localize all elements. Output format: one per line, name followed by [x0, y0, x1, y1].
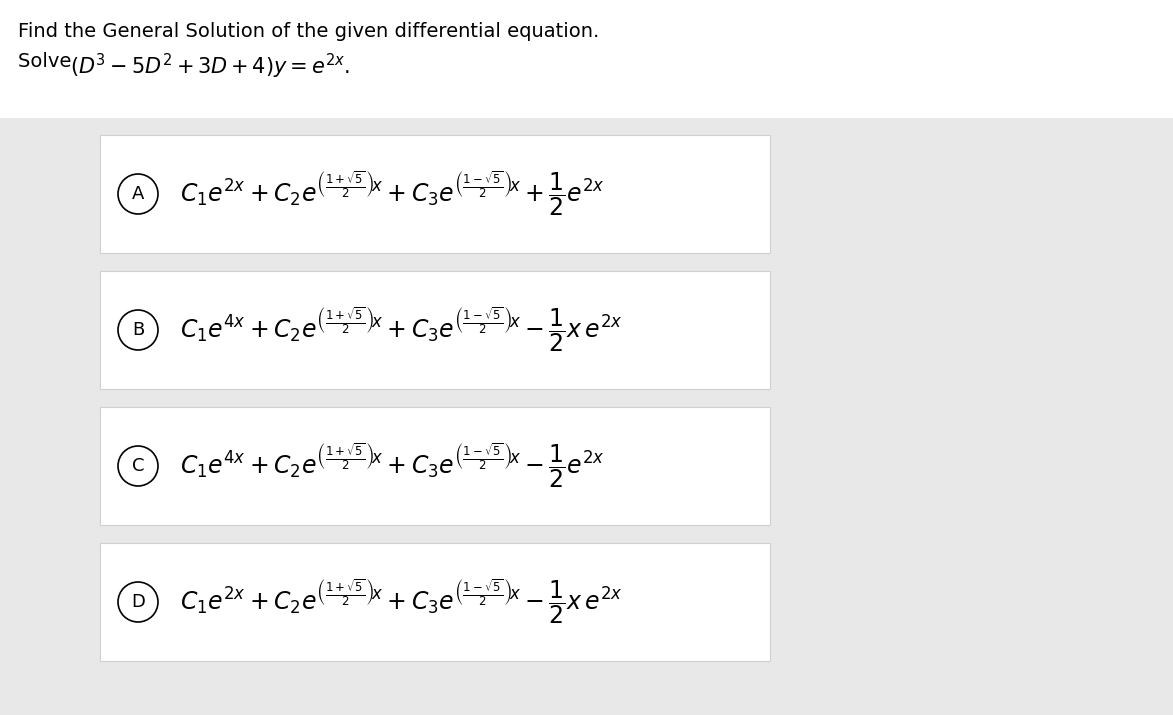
- Text: $C_1e^{2x} + C_2e^{\left(\frac{1+\sqrt{5}}{2}\right)\!x} + C_3e^{\left(\frac{1-\: $C_1e^{2x} + C_2e^{\left(\frac{1+\sqrt{5…: [179, 169, 605, 219]
- FancyBboxPatch shape: [100, 543, 769, 661]
- Text: C: C: [131, 457, 144, 475]
- Text: A: A: [131, 185, 144, 203]
- Text: $C_1e^{2x} + C_2e^{\left(\frac{1+\sqrt{5}}{2}\right)\!x} + C_3e^{\left(\frac{1-\: $C_1e^{2x} + C_2e^{\left(\frac{1+\sqrt{5…: [179, 578, 623, 626]
- Text: Solve: Solve: [18, 52, 77, 71]
- Circle shape: [118, 446, 158, 486]
- Circle shape: [118, 310, 158, 350]
- Circle shape: [118, 582, 158, 622]
- FancyBboxPatch shape: [0, 118, 1173, 715]
- FancyBboxPatch shape: [100, 271, 769, 389]
- FancyBboxPatch shape: [100, 135, 769, 253]
- FancyBboxPatch shape: [0, 0, 1173, 120]
- Text: $(D^3 - 5D^2 + 3D + 4)y = e^{2x}$.: $(D^3 - 5D^2 + 3D + 4)y = e^{2x}$.: [70, 52, 350, 82]
- Text: $C_1e^{4x} + C_2e^{\left(\frac{1+\sqrt{5}}{2}\right)\!x} + C_3e^{\left(\frac{1-\: $C_1e^{4x} + C_2e^{\left(\frac{1+\sqrt{5…: [179, 441, 605, 490]
- Text: $C_1e^{4x} + C_2e^{\left(\frac{1+\sqrt{5}}{2}\right)\!x} + C_3e^{\left(\frac{1-\: $C_1e^{4x} + C_2e^{\left(\frac{1+\sqrt{5…: [179, 305, 623, 355]
- FancyBboxPatch shape: [100, 407, 769, 525]
- Text: D: D: [131, 593, 145, 611]
- Circle shape: [118, 174, 158, 214]
- Text: B: B: [131, 321, 144, 339]
- Text: Find the General Solution of the given differential equation.: Find the General Solution of the given d…: [18, 22, 599, 41]
